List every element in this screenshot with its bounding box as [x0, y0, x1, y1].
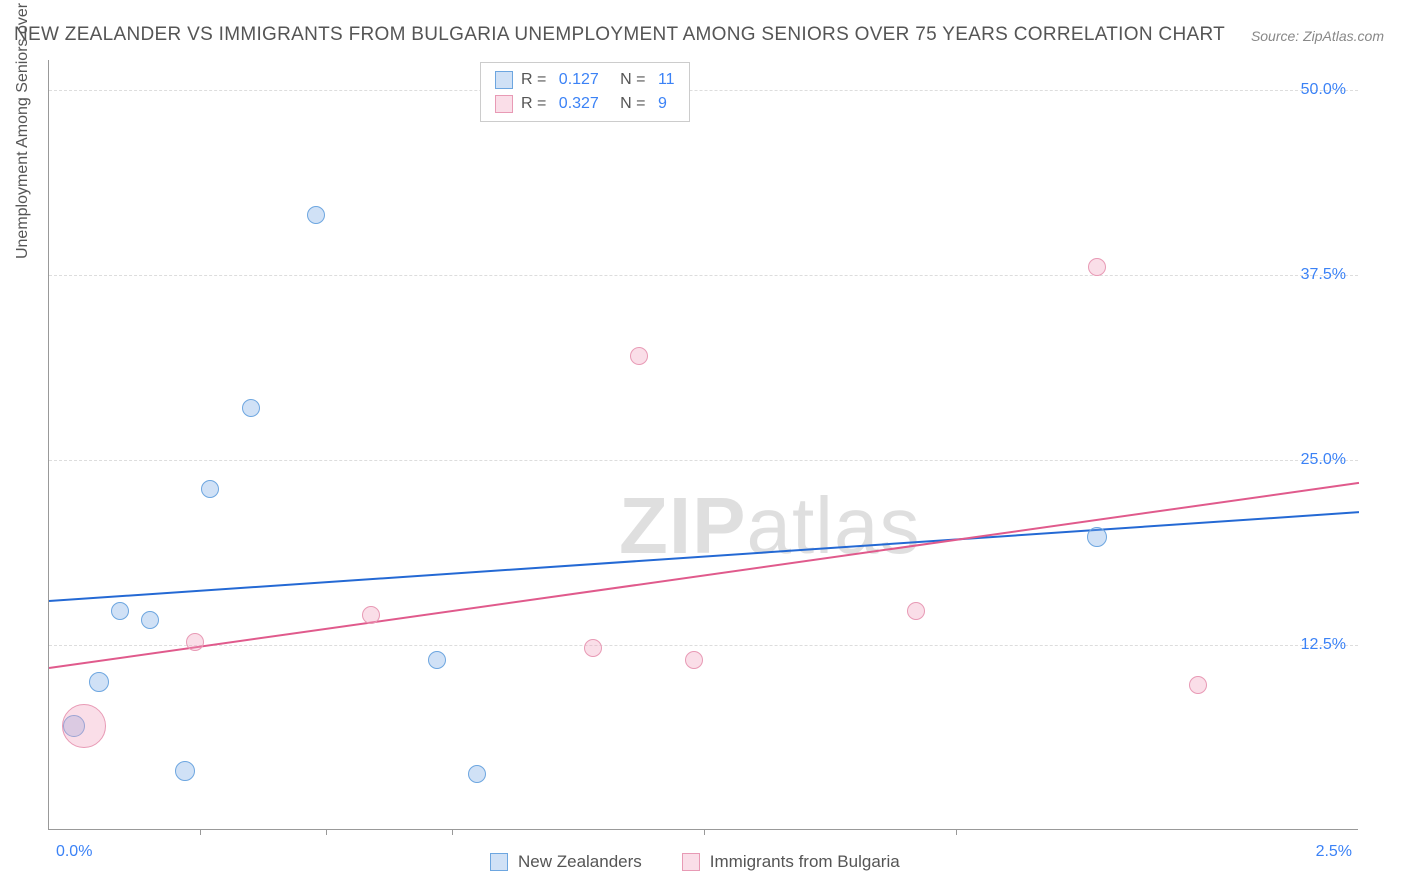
xtick	[452, 829, 453, 835]
xtick	[956, 829, 957, 835]
legend-stats-row: R = 0.127 N = 11	[495, 68, 675, 92]
ytick-label: 12.5%	[1301, 636, 1346, 654]
trendline	[49, 482, 1359, 669]
scatter-point	[1087, 527, 1107, 547]
scatter-point	[141, 611, 159, 629]
r-label: R =	[521, 68, 546, 92]
legend-series-label: New Zealanders	[518, 852, 642, 872]
n-value: 11	[654, 68, 675, 92]
scatter-point	[307, 206, 325, 224]
scatter-point	[907, 602, 925, 620]
scatter-point	[62, 704, 106, 748]
trendline	[49, 512, 1359, 603]
scatter-point	[428, 651, 446, 669]
legend-series-label: Immigrants from Bulgaria	[710, 852, 900, 872]
xtick	[200, 829, 201, 835]
r-value: 0.327	[554, 92, 598, 116]
scatter-point	[1088, 258, 1106, 276]
ytick-label: 37.5%	[1301, 266, 1346, 284]
legend-swatch	[495, 95, 513, 113]
xtick-label: 2.5%	[1316, 843, 1352, 861]
plot-area: ZIPatlas 12.5%25.0%37.5%50.0%0.0%2.5%	[48, 60, 1358, 830]
scatter-point	[468, 765, 486, 783]
legend-series-item: New Zealanders	[490, 852, 642, 872]
scatter-point	[584, 639, 602, 657]
gridline	[49, 275, 1358, 276]
n-value: 9	[654, 92, 667, 116]
legend-swatch	[682, 853, 700, 871]
ytick-label: 50.0%	[1301, 81, 1346, 99]
scatter-point	[630, 347, 648, 365]
gridline	[49, 645, 1358, 646]
scatter-point	[175, 761, 195, 781]
scatter-point	[89, 672, 109, 692]
scatter-point	[242, 399, 260, 417]
legend-swatch	[495, 71, 513, 89]
scatter-point	[685, 651, 703, 669]
xtick	[704, 829, 705, 835]
scatter-point	[111, 602, 129, 620]
r-label: R =	[521, 92, 546, 116]
source-label: Source: ZipAtlas.com	[1251, 28, 1384, 44]
legend-series-item: Immigrants from Bulgaria	[682, 852, 900, 872]
gridline	[49, 90, 1358, 91]
scatter-point	[186, 633, 204, 651]
scatter-point	[1189, 676, 1207, 694]
legend-series: New Zealanders Immigrants from Bulgaria	[490, 852, 900, 872]
xtick-label: 0.0%	[56, 843, 92, 861]
ytick-label: 25.0%	[1301, 451, 1346, 469]
chart-title: NEW ZEALANDER VS IMMIGRANTS FROM BULGARI…	[14, 24, 1225, 46]
xtick	[326, 829, 327, 835]
legend-stats: R = 0.127 N = 11R = 0.327 N = 9	[480, 62, 690, 122]
gridline	[49, 460, 1358, 461]
y-axis-label: Unemployment Among Seniors over 75 years	[14, 0, 32, 259]
chart-container: NEW ZEALANDER VS IMMIGRANTS FROM BULGARI…	[0, 0, 1406, 892]
n-label: N =	[607, 92, 646, 116]
legend-stats-row: R = 0.327 N = 9	[495, 92, 675, 116]
scatter-point	[201, 480, 219, 498]
r-value: 0.127	[554, 68, 598, 92]
scatter-point	[362, 606, 380, 624]
legend-swatch	[490, 853, 508, 871]
n-label: N =	[607, 68, 646, 92]
